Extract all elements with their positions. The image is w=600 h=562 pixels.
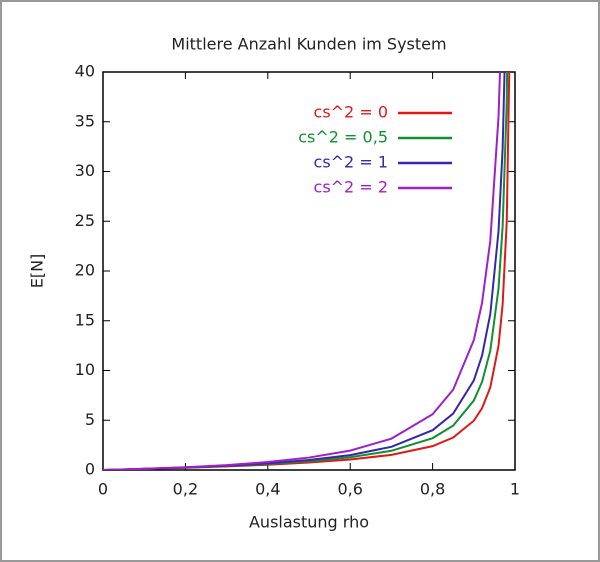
y-tick-label: 5 bbox=[85, 410, 95, 429]
y-axis-label: E[N] bbox=[28, 254, 47, 289]
x-tick-label: 0,8 bbox=[420, 480, 445, 499]
legend-label: cs^2 = 0 bbox=[314, 103, 388, 122]
x-axis-label: Auslastung rho bbox=[249, 513, 369, 532]
y-tick-label: 40 bbox=[75, 62, 95, 81]
chart-title: Mittlere Anzahl Kunden im System bbox=[171, 35, 446, 54]
y-tick-label: 0 bbox=[85, 460, 95, 479]
x-tick-label: 0,2 bbox=[173, 480, 198, 499]
legend-label: cs^2 = 0,5 bbox=[298, 128, 388, 147]
x-tick-label: 0,6 bbox=[337, 480, 362, 499]
legend-label: cs^2 = 1 bbox=[314, 153, 388, 172]
y-tick-label: 20 bbox=[75, 261, 95, 280]
y-tick-label: 30 bbox=[75, 161, 95, 180]
x-tick-label: 0,4 bbox=[255, 480, 280, 499]
x-tick-label: 1 bbox=[510, 480, 520, 499]
y-tick-label: 10 bbox=[75, 360, 95, 379]
legend-label: cs^2 = 2 bbox=[314, 178, 388, 197]
y-tick-label: 25 bbox=[75, 211, 95, 230]
y-tick-label: 15 bbox=[75, 310, 95, 329]
series-line bbox=[103, 72, 501, 470]
y-tick-label: 35 bbox=[75, 111, 95, 130]
x-tick-label: 0 bbox=[98, 480, 108, 499]
